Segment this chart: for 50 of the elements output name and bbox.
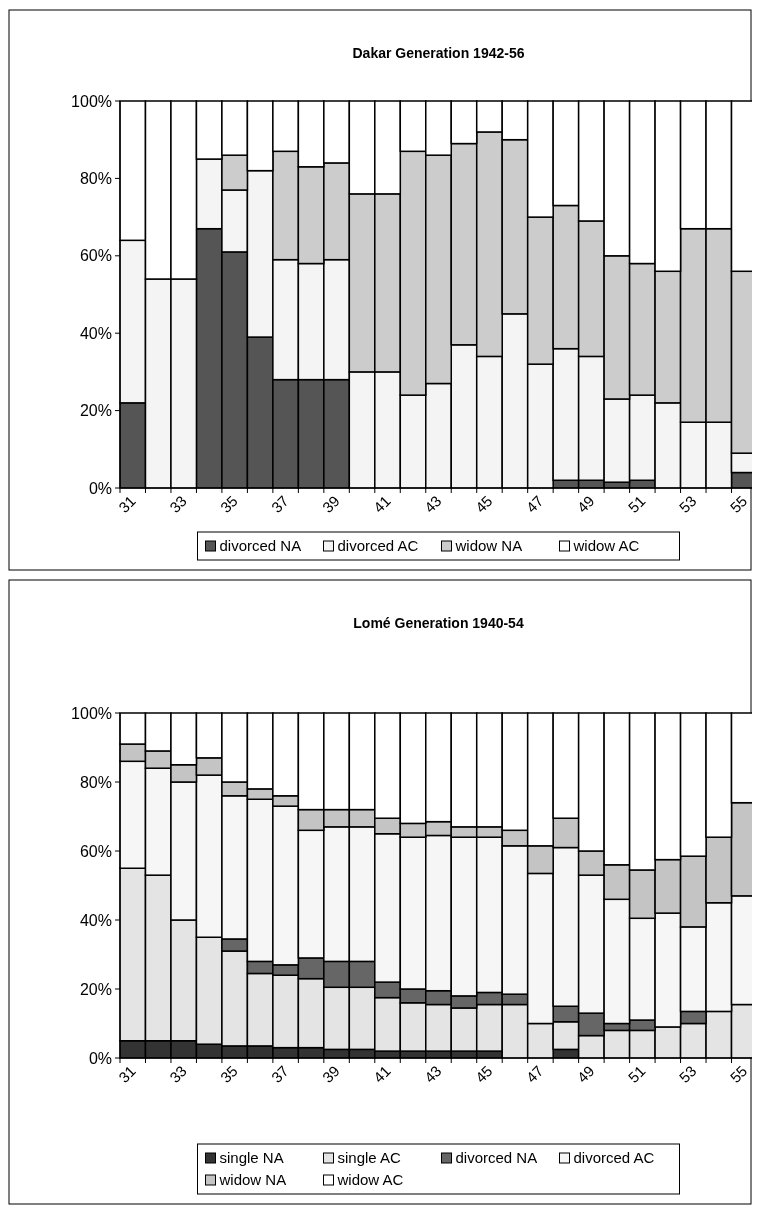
- legend-label: widow AC: [336, 1171, 404, 1188]
- x-tick-label: 33: [166, 492, 190, 516]
- x-tick-label: 43: [420, 1062, 445, 1086]
- y-tick-label: 100%: [71, 704, 112, 722]
- y-tick-label: 40%: [79, 324, 112, 342]
- x-tick-label: 47: [522, 1062, 547, 1086]
- legend-label: divorced AC: [337, 537, 419, 554]
- legend-label: divorced NA: [219, 537, 302, 554]
- x-tick-label: 55: [726, 492, 751, 516]
- y-tick-label: 100%: [71, 92, 112, 110]
- x-tick-label: 35: [216, 492, 241, 516]
- x-tick-label: 41: [369, 492, 394, 516]
- x-tick-label: 49: [573, 492, 598, 516]
- x-tick-label: 51: [624, 492, 649, 516]
- x-tick-label: 45: [471, 492, 496, 516]
- legend-label: divorced NA: [455, 1149, 538, 1166]
- x-tick-label: 45: [471, 1062, 496, 1086]
- chart-title: Lomé Generation 1940-54: [353, 615, 524, 631]
- x-tick-label: 39: [318, 1062, 343, 1086]
- x-tick-label: 47: [522, 492, 547, 516]
- x-tick-label: 51: [624, 1062, 649, 1086]
- y-tick-label: 80%: [79, 773, 112, 791]
- legend-label: widow NA: [454, 537, 523, 554]
- x-tick-label: 37: [267, 492, 292, 516]
- x-tick-label: 31: [115, 492, 139, 516]
- x-tick-label: 31: [115, 1062, 139, 1086]
- y-tick-label: 60%: [79, 247, 112, 265]
- x-tick-label: 37: [267, 1062, 292, 1086]
- y-tick-label: 40%: [79, 911, 112, 929]
- y-tick-label: 20%: [79, 980, 112, 998]
- legend-label: single NA: [219, 1149, 284, 1166]
- x-tick-label: 53: [675, 1062, 700, 1086]
- x-tick-label: 39: [318, 492, 343, 516]
- x-tick-label: 35: [216, 1062, 241, 1086]
- y-tick-label: 0%: [88, 1049, 112, 1067]
- y-tick-label: 20%: [79, 402, 112, 420]
- legend-label: divorced AC: [573, 1149, 655, 1166]
- x-tick-label: 53: [675, 492, 700, 516]
- x-tick-label: 49: [573, 1062, 598, 1086]
- legend-label: single AC: [337, 1149, 402, 1166]
- y-tick-label: 60%: [79, 842, 112, 860]
- y-tick-label: 80%: [79, 170, 112, 187]
- x-tick-label: 33: [166, 1062, 190, 1086]
- x-tick-label: 41: [369, 1062, 394, 1086]
- x-tick-label: 43: [420, 492, 445, 516]
- legend-label: widow AC: [572, 537, 640, 554]
- x-tick-label: 55: [726, 1062, 751, 1086]
- chart-title: Dakar Generation 1942-56: [352, 45, 525, 61]
- y-tick-label: 0%: [88, 479, 112, 497]
- legend-label: widow NA: [218, 1171, 287, 1188]
